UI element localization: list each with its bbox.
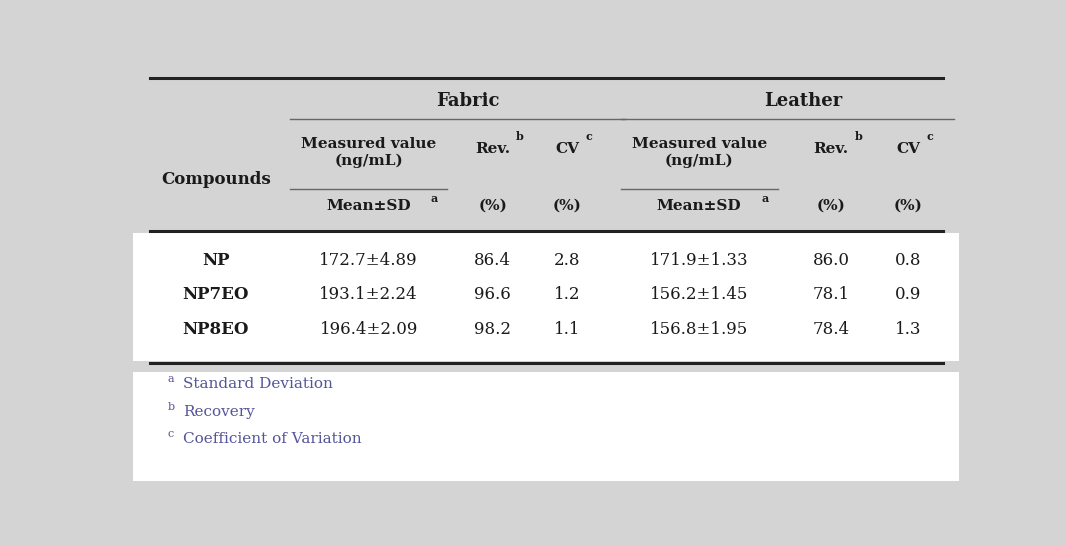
Bar: [133, 372, 959, 481]
Text: 96.6: 96.6: [474, 286, 511, 302]
Bar: [133, 233, 959, 361]
Text: Rev.: Rev.: [813, 142, 849, 156]
Text: 193.1±2.24: 193.1±2.24: [320, 286, 418, 302]
Text: 98.2: 98.2: [474, 322, 511, 338]
Text: (%): (%): [893, 199, 922, 213]
Text: c: c: [926, 131, 933, 142]
Text: (%): (%): [552, 199, 581, 213]
Text: 156.8±1.95: 156.8±1.95: [650, 322, 748, 338]
Text: Compounds: Compounds: [161, 171, 271, 188]
Text: Mean±SD: Mean±SD: [657, 199, 742, 213]
Text: CV: CV: [555, 142, 579, 156]
Text: 2.8: 2.8: [553, 252, 580, 269]
Text: Mean±SD: Mean±SD: [326, 199, 411, 213]
Text: NP: NP: [203, 252, 229, 269]
Text: 1.1: 1.1: [553, 322, 580, 338]
Text: 86.0: 86.0: [813, 252, 850, 269]
Text: b: b: [516, 131, 523, 142]
Text: Measured value
(ng/mL): Measured value (ng/mL): [631, 137, 766, 168]
Text: 196.4±2.09: 196.4±2.09: [320, 322, 418, 338]
Text: 156.2±1.45: 156.2±1.45: [650, 286, 748, 302]
Text: 78.4: 78.4: [812, 322, 850, 338]
Text: 78.1: 78.1: [812, 286, 850, 302]
Text: a: a: [431, 193, 438, 204]
Text: b: b: [168, 402, 175, 411]
Text: (%): (%): [479, 199, 507, 213]
Text: 1.2: 1.2: [553, 286, 580, 302]
Text: Standard Deviation: Standard Deviation: [183, 377, 333, 391]
Text: NP7EO: NP7EO: [182, 286, 249, 302]
Text: Leather: Leather: [764, 92, 843, 110]
Text: 171.9±1.33: 171.9±1.33: [650, 252, 748, 269]
Text: c: c: [585, 131, 592, 142]
Text: a: a: [761, 193, 769, 204]
Text: (%): (%): [817, 199, 845, 213]
Text: Recovery: Recovery: [183, 404, 255, 419]
Bar: [133, 76, 959, 233]
Text: 0.9: 0.9: [895, 286, 921, 302]
Text: c: c: [168, 429, 174, 439]
Text: Coefficient of Variation: Coefficient of Variation: [183, 432, 361, 446]
Text: Rev.: Rev.: [475, 142, 511, 156]
Text: 86.4: 86.4: [474, 252, 511, 269]
Text: NP8EO: NP8EO: [182, 322, 249, 338]
Text: Fabric: Fabric: [436, 92, 500, 110]
Text: 172.7±4.89: 172.7±4.89: [320, 252, 418, 269]
Text: CV: CV: [897, 142, 920, 156]
Text: a: a: [168, 374, 175, 384]
Text: 1.3: 1.3: [895, 322, 921, 338]
Text: 0.8: 0.8: [895, 252, 921, 269]
Text: Measured value
(ng/mL): Measured value (ng/mL): [301, 137, 436, 168]
Text: b: b: [855, 131, 862, 142]
